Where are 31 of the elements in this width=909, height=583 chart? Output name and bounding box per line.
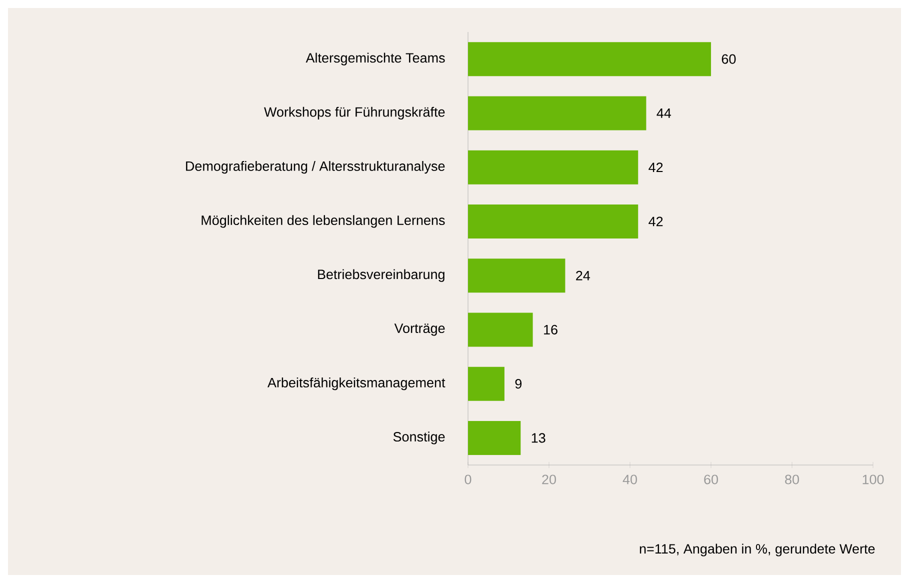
x-tick-label: 20 — [542, 474, 556, 484]
data-label: 42 — [648, 216, 663, 226]
bar — [468, 420, 521, 455]
x-tick-label: 40 — [622, 474, 637, 484]
bar — [468, 312, 533, 347]
data-label: 60 — [722, 54, 736, 64]
bar — [468, 96, 646, 130]
data-label: 44 — [656, 108, 672, 118]
bar — [468, 204, 638, 238]
x-tick-label: 100 — [862, 474, 884, 484]
y-tick-label: Workshops für Führungskräfte — [264, 106, 445, 120]
data-label: 42 — [648, 162, 663, 172]
y-tick-label: Möglichkeiten des lebenslangen Lernens — [202, 215, 445, 228]
text: n=115, Angaben in %, gerundete Werte — [640, 544, 875, 556]
y-tick-label: Betriebsvereinbarung — [318, 269, 444, 282]
x-tick-label: 80 — [785, 474, 799, 484]
x-tick-label: 0 — [464, 474, 472, 484]
y-tick-label: Altersgemischte Teams — [306, 52, 445, 66]
bar — [468, 150, 638, 184]
y-tick-label: Demografieberatung / Altersstrukturanalyse — [186, 161, 445, 174]
data-label: 13 — [532, 433, 546, 443]
data-label: 16 — [544, 324, 558, 334]
data-label: 24 — [576, 270, 590, 280]
bar — [468, 258, 566, 293]
y-tick-label: Arbeitsfähigkeitsmanagement — [267, 378, 446, 390]
y-tick-label: Sonstige — [393, 432, 445, 444]
x-tick-label: 60 — [704, 474, 718, 484]
bar — [468, 366, 504, 401]
y-tick-label: Vorträge — [394, 324, 445, 336]
bar — [468, 42, 712, 76]
data-label: 9 — [515, 379, 522, 389]
